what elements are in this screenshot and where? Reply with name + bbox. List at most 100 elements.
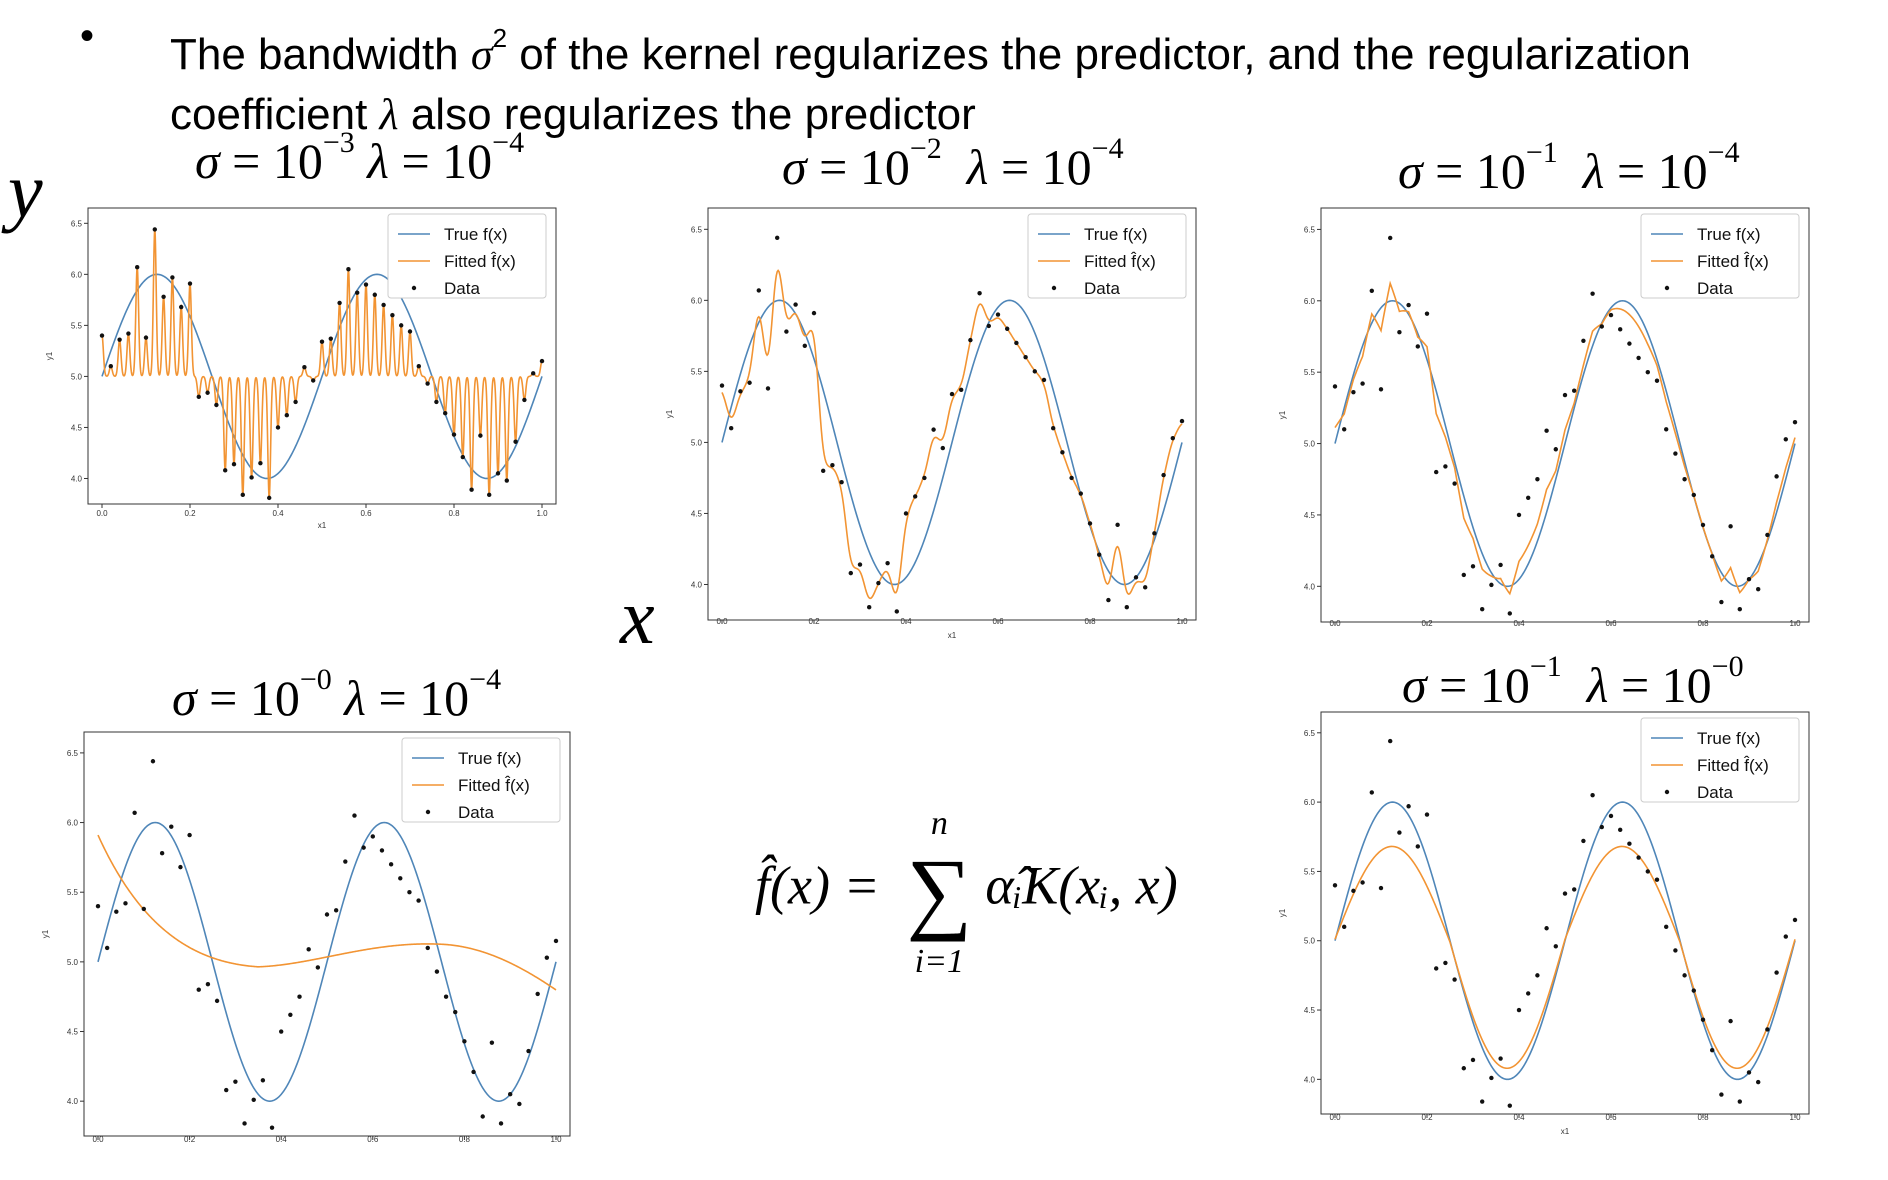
data-point	[1700, 522, 1706, 528]
x-tick-label: 0.2	[184, 1135, 196, 1144]
headline-text-4: also regularizes the predictor	[398, 90, 976, 139]
data-point	[453, 1009, 458, 1015]
data-point	[297, 994, 302, 999]
data-point	[1608, 312, 1614, 318]
plot-frame	[87, 207, 557, 505]
data-point	[1434, 469, 1439, 475]
data-point	[1737, 1099, 1742, 1104]
data-point	[1572, 887, 1577, 892]
data-point	[1480, 1099, 1485, 1104]
data-point	[738, 389, 743, 394]
data-point	[315, 965, 321, 970]
data-point	[117, 337, 122, 342]
headline: The bandwidth σ2 of the kernel regulariz…	[170, 8, 1870, 145]
data-point	[1765, 532, 1770, 538]
data-point	[126, 331, 131, 336]
fitted-function-line	[97, 834, 557, 991]
data-point	[1470, 1057, 1476, 1063]
data-point	[407, 329, 413, 334]
x-tick-label: 1.0	[536, 509, 548, 518]
data-point	[1397, 330, 1402, 335]
data-point	[1710, 554, 1715, 559]
data-point	[381, 302, 386, 308]
legend-label: Data	[458, 803, 494, 822]
data-point	[416, 364, 421, 369]
data-point	[1756, 586, 1761, 592]
data-point	[1765, 1027, 1770, 1032]
data-point	[811, 310, 817, 316]
data-point	[399, 323, 404, 328]
chart-svg-5: 4.0 4.5 5.0 5.5 6.0 6.5 0.0 0.2 0.4 0.6 0.8 1.0 y1 x1…	[1278, 711, 1810, 1136]
sum-operator: n ∑ i=1	[899, 805, 979, 980]
data-point	[355, 290, 360, 295]
y-axis-big-label: y	[8, 147, 43, 234]
x-tick-label: 0.2	[184, 509, 196, 518]
data-point	[857, 562, 863, 567]
data-point	[995, 312, 1001, 317]
x-tick-label: 0.8	[1697, 1113, 1709, 1122]
data-point	[328, 336, 333, 341]
data-point	[1161, 472, 1166, 478]
data-point	[170, 275, 175, 280]
data-point	[756, 288, 761, 293]
data-point	[416, 898, 421, 903]
data-point	[1710, 1048, 1715, 1053]
data-point	[1535, 973, 1540, 978]
data-point	[1097, 552, 1102, 557]
x-axis-label: x1	[948, 631, 957, 640]
data-point	[333, 908, 339, 913]
data-point	[306, 947, 311, 952]
data-point	[894, 609, 899, 614]
plot-frame	[1320, 207, 1810, 623]
legend-label: Fitted f̂(x)	[1697, 755, 1769, 775]
data-point	[1544, 926, 1549, 931]
chart-svg-1: 4.0 4.5 5.0 5.5 6.0 6.5 0.0 0.2 0.4 0.6 0.8 1.0 y1 x1…	[45, 207, 557, 530]
x-tick-label: 0.6	[992, 617, 1004, 626]
data-point	[1388, 235, 1393, 241]
data-point	[311, 378, 316, 383]
data-point	[1618, 827, 1623, 833]
data-point	[1498, 1056, 1503, 1061]
data-point	[1342, 924, 1347, 930]
data-point	[135, 265, 140, 270]
data-point	[196, 394, 201, 400]
data-point	[1397, 830, 1402, 835]
data-point	[1774, 970, 1779, 975]
data-point	[1792, 917, 1798, 923]
data-point	[848, 570, 853, 576]
panel-5-title: σ = 10−1 λ = 10−0	[1402, 650, 1744, 713]
data-point	[1783, 437, 1788, 442]
data-point	[1060, 450, 1065, 455]
data-point	[1562, 392, 1568, 398]
data-point	[460, 454, 465, 460]
headline-text-1: The bandwidth	[170, 30, 471, 79]
data-point	[1332, 883, 1338, 888]
data-point	[1700, 1017, 1706, 1022]
data-point	[1424, 311, 1430, 316]
data-point	[434, 399, 439, 405]
x-tick-label: 0.6	[360, 509, 372, 518]
data-point	[1443, 464, 1448, 469]
legend-box	[1640, 213, 1800, 299]
headline-text-2: of the kernel regularizes the predictor,…	[507, 30, 1691, 79]
data-point	[1406, 804, 1411, 809]
data-point	[885, 560, 890, 566]
y-tick-label: 4.5	[1304, 1006, 1316, 1015]
data-point	[1526, 991, 1531, 996]
y-tick-label: 4.0	[691, 580, 703, 589]
headline-text-3: coefficient	[170, 90, 380, 139]
data-point	[104, 945, 110, 951]
data-point	[275, 425, 281, 430]
data-point	[258, 460, 263, 466]
data-point	[1461, 1066, 1466, 1071]
data-point	[114, 909, 119, 914]
x-tick-label: 0.0	[1329, 619, 1341, 628]
data-point	[284, 413, 289, 418]
data-point	[1369, 288, 1374, 293]
data-point	[179, 304, 184, 310]
data-point	[1507, 1103, 1512, 1108]
sum-symbol: ∑	[906, 840, 973, 942]
data-point	[949, 391, 955, 397]
chart-svg-4: 4.0 4.5 5.0 5.5 6.0 6.5 0.0 0.2 0.4 0.6 0.8 1.0 y1 Tr…	[41, 731, 571, 1144]
data-point	[279, 1029, 284, 1034]
